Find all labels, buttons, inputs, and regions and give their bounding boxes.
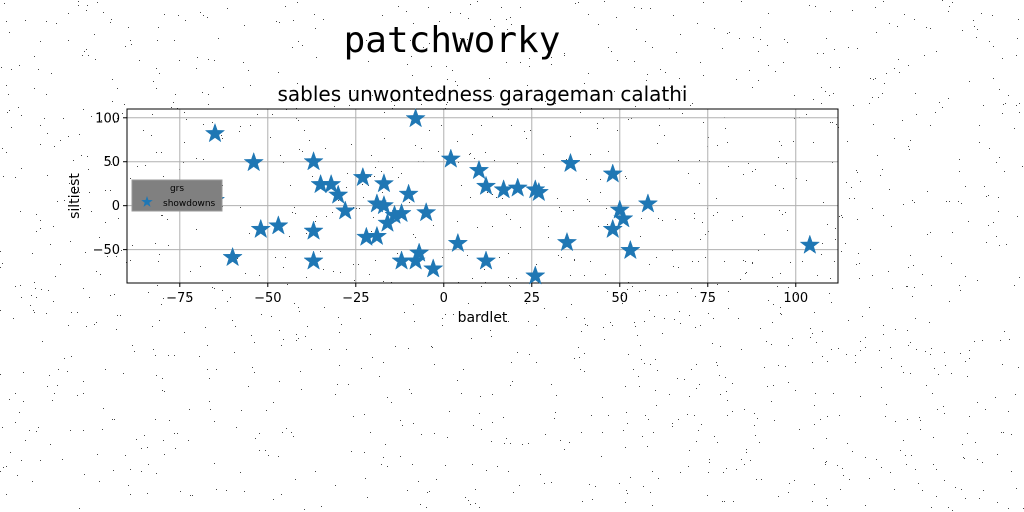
data-point-star xyxy=(250,218,271,239)
legend-title: grs xyxy=(170,184,184,194)
data-point-star xyxy=(799,234,821,254)
data-point-star xyxy=(373,172,395,193)
y-axis-label: siltiest xyxy=(67,173,83,219)
data-point-star xyxy=(391,202,412,223)
data-points xyxy=(204,107,821,285)
data-point-star xyxy=(475,175,497,196)
legend-box xyxy=(131,179,223,212)
data-point-star xyxy=(475,250,497,270)
figure-suptitle: patchworky xyxy=(343,20,561,61)
y-tick-label: 0 xyxy=(112,199,120,214)
x-tick-label: −25 xyxy=(342,291,369,306)
chart-legend: grs showdowns xyxy=(131,179,223,212)
data-point-star xyxy=(602,218,623,239)
axis-ticks: −75 −50 −25 0 25 50 75 100 −50 0 50 100 xyxy=(93,111,809,306)
y-tick-label: −50 xyxy=(93,243,120,258)
data-point-star xyxy=(320,173,342,194)
data-point-star xyxy=(303,250,324,270)
data-point-star xyxy=(303,150,324,171)
data-point-star xyxy=(377,212,398,232)
x-tick-label: −50 xyxy=(254,291,281,306)
data-point-star xyxy=(398,183,419,203)
x-tick-label: 75 xyxy=(699,291,716,306)
data-point-star xyxy=(405,107,426,128)
data-point-star xyxy=(602,163,623,183)
y-tick-label: 100 xyxy=(95,111,120,126)
data-point-star xyxy=(556,231,578,252)
data-point-star xyxy=(204,122,226,143)
data-point-star xyxy=(620,239,641,260)
x-tick-label: 0 xyxy=(440,291,448,306)
plot-area xyxy=(126,108,839,284)
data-point-star xyxy=(422,258,444,278)
data-point-star xyxy=(468,159,490,180)
data-point-star xyxy=(408,242,430,262)
data-point-star xyxy=(334,200,356,220)
data-point-star xyxy=(366,225,388,246)
grid-lines xyxy=(127,109,838,283)
data-point-star xyxy=(415,201,437,222)
data-point-star xyxy=(560,152,581,173)
data-point-star xyxy=(222,246,243,267)
data-point-star xyxy=(327,184,349,204)
data-point-star xyxy=(507,177,528,197)
data-point-star xyxy=(440,148,462,168)
x-tick-label: 50 xyxy=(611,291,628,306)
y-tick-label: 50 xyxy=(103,155,120,170)
data-point-star xyxy=(609,199,631,219)
legend-marker-showdowns xyxy=(141,196,153,207)
legend-label-showdowns: showdowns xyxy=(163,199,216,209)
data-point-star xyxy=(352,166,374,187)
x-tick-label: −75 xyxy=(166,291,193,306)
data-point-star xyxy=(613,208,634,228)
data-point-star xyxy=(528,181,550,202)
data-point-star xyxy=(637,193,659,213)
data-point-star xyxy=(525,265,546,285)
data-point-star xyxy=(373,194,395,215)
x-axis-label: bardlet xyxy=(458,310,508,326)
x-tick-label: 100 xyxy=(783,291,808,306)
data-point-star xyxy=(391,250,412,270)
data-point-star xyxy=(493,179,514,199)
data-point-star xyxy=(447,232,469,253)
data-point-star xyxy=(268,215,289,235)
chart-title: sables unwontedness garageman calathi xyxy=(278,82,688,106)
data-point-star xyxy=(243,151,264,172)
x-tick-label: 25 xyxy=(524,291,541,306)
data-point-star xyxy=(303,220,324,240)
